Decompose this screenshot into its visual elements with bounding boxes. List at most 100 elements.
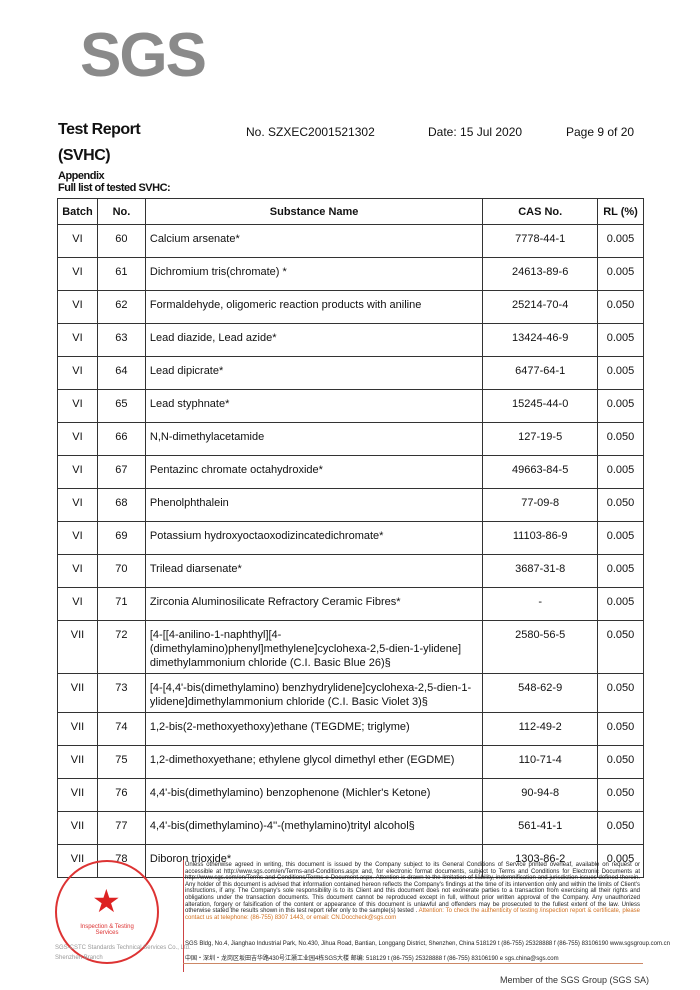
- number-cell: 74: [96, 712, 146, 746]
- cas-number-cell: 49663-84-5: [482, 455, 599, 489]
- rl-cell: 0.005: [597, 356, 644, 390]
- sgs-logo: SGS: [80, 21, 207, 90]
- batch-cell: VI: [57, 224, 98, 258]
- substance-name-cell: 4,4'-bis(dimethylamino)-4''-(methylamino…: [144, 811, 484, 845]
- batch-cell: VII: [57, 712, 98, 746]
- number-cell: 77: [96, 811, 146, 845]
- rl-cell: 0.050: [597, 620, 644, 674]
- substance-name-cell: Formaldehyde, oligomeric reaction produc…: [144, 290, 484, 324]
- table-row: VI 69 Potassium hydroxyoctaoxodizincatedic…: [57, 521, 644, 555]
- cas-number-cell: 7778-44-1: [482, 224, 599, 258]
- number-cell: 69: [96, 521, 146, 555]
- cas-number-cell: 2580-56-5: [482, 620, 599, 674]
- page-number: Page 9 of 20: [566, 125, 635, 139]
- seal-text: Inspection & Testing Services: [80, 924, 134, 936]
- star-icon: ★: [92, 883, 121, 919]
- cas-number-cell: 1303-86-2: [482, 844, 599, 878]
- batch-cell: VI: [57, 455, 98, 489]
- table-row: VII 76 4,4'-bis(dimethylamino) benzophenon…: [57, 778, 644, 812]
- substance-name-cell: Diboron trioxide*: [144, 844, 484, 878]
- column-header: CAS No.: [482, 198, 599, 225]
- substance-name-cell: 4,4'-bis(dimethylamino) benzophenone (Mi…: [144, 778, 484, 812]
- cas-number-cell: 15245-44-0: [482, 389, 599, 423]
- address-english: SGS Bldg, No.4, Jianghao Industrial Park…: [185, 941, 670, 947]
- number-cell: 76: [96, 778, 146, 812]
- rl-cell: 0.050: [597, 422, 644, 456]
- substance-name-cell: Dichromium tris(chromate) *: [144, 257, 484, 291]
- number-cell: 64: [96, 356, 146, 390]
- number-cell: 65: [96, 389, 146, 423]
- report-title: Test Report: [58, 121, 141, 138]
- table-row: VI 71 Zirconia Aluminosilicate Refractory …: [57, 587, 644, 621]
- number-cell: 66: [96, 422, 146, 456]
- authenticity-notice: Attention: To check the authenticity of …: [185, 908, 640, 921]
- cas-number-cell: 25214-70-4: [482, 290, 599, 324]
- number-cell: 63: [96, 323, 146, 357]
- substance-name-cell: [4-[[4-anilino-1-naphthyl][4-(dimethylam…: [144, 620, 484, 674]
- number-cell: 75: [96, 745, 146, 779]
- number-cell: 67: [96, 455, 146, 489]
- table-row: VI 66 N,N-dimethylacetamide 127-19-5 0.050: [57, 422, 644, 456]
- table-row: VI 67 Pentazinc chromate octahydroxide* 496…: [57, 455, 644, 489]
- table-row: VII 73 [4-[4,4'-bis(dimethylamino) benzhyd…: [57, 673, 644, 713]
- table-row: VI 64 Lead dipicrate* 6477-64-1 0.005: [57, 356, 644, 390]
- number-cell: 61: [96, 257, 146, 291]
- cas-number-cell: 561-41-1: [482, 811, 599, 845]
- disclaimer-text: Unless otherwise agreed in writing, this…: [185, 862, 640, 915]
- rl-cell: 0.050: [597, 778, 644, 812]
- table-row: VI 65 Lead styphnate* 15245-44-0 0.005: [57, 389, 644, 423]
- cas-number-cell: 77-09-8: [482, 488, 599, 522]
- inspection-seal: ★ Inspection & Testing Services: [55, 860, 159, 964]
- batch-cell: VI: [57, 422, 98, 456]
- rl-cell: 0.005: [597, 224, 644, 258]
- column-header: Substance Name: [144, 198, 484, 225]
- substance-name-cell: Lead dipicrate*: [144, 356, 484, 390]
- substance-name-cell: Lead styphnate*: [144, 389, 484, 423]
- substance-name-cell: 1,2-bis(2-methoxyethoxy)ethane (TEGDME; …: [144, 712, 484, 746]
- batch-cell: VI: [57, 356, 98, 390]
- table-row: VI 63 Lead diazide, Lead azide* 13424-46-9 0…: [57, 323, 644, 357]
- table-row: VI 62 Formaldehyde, oligomeric reaction pr…: [57, 290, 644, 324]
- report-date: Date: 15 Jul 2020: [428, 125, 523, 139]
- column-header: No.: [96, 198, 146, 225]
- table-header-row: Batch No. Substance Name CAS No. RL (%): [57, 198, 644, 225]
- member-notice: Member of the SGS Group (SGS SA): [500, 975, 650, 985]
- rl-cell: 0.005: [597, 257, 644, 291]
- table-row: VI 70 Trilead diarsenate* 3687-31-8 0.005: [57, 554, 644, 588]
- substance-name-cell: Calcium arsenate*: [144, 224, 484, 258]
- rl-cell: 0.050: [597, 488, 644, 522]
- substance-name-cell: N,N-dimethylacetamide: [144, 422, 484, 456]
- number-cell: 71: [96, 587, 146, 621]
- company-branch: Shenzhen Branch: [55, 955, 103, 961]
- column-header: RL (%): [597, 198, 644, 225]
- rl-cell: 0.005: [597, 521, 644, 555]
- batch-cell: VII: [57, 811, 98, 845]
- list-title: Full list of tested SVHC:: [58, 182, 171, 194]
- number-cell: 70: [96, 554, 146, 588]
- batch-cell: VI: [57, 587, 98, 621]
- cas-number-cell: 6477-64-1: [482, 356, 599, 390]
- rl-cell: 0.050: [597, 811, 644, 845]
- number-cell: 73: [96, 673, 146, 713]
- appendix-label: Appendix: [58, 170, 105, 182]
- address-chinese: 中国・深圳・龙岗区坂田吉华路430号江灏工业园4栋SGS大楼 邮编: 51812…: [185, 956, 559, 962]
- cas-number-cell: 127-19-5: [482, 422, 599, 456]
- substance-name-cell: Phenolphthalein: [144, 488, 484, 522]
- cas-number-cell: 112-49-2: [482, 712, 599, 746]
- substance-name-cell: Lead diazide, Lead azide*: [144, 323, 484, 357]
- number-cell: 60: [96, 224, 146, 258]
- batch-cell: VI: [57, 323, 98, 357]
- disclaimer: Unless otherwise agreed in writing, this…: [185, 862, 640, 921]
- cas-number-cell: 13424-46-9: [482, 323, 599, 357]
- footer-divider: [183, 963, 643, 964]
- table-row: VI 60 Calcium arsenate* 7778-44-1 0.005: [57, 224, 644, 258]
- rl-cell: 0.050: [597, 673, 644, 713]
- table-row: VI 68 Phenolphthalein 77-09-8 0.050: [57, 488, 644, 522]
- table-row: VI 61 Dichromium tris(chromate) * 24613-89-…: [57, 257, 644, 291]
- number-cell: 62: [96, 290, 146, 324]
- batch-cell: VI: [57, 257, 98, 291]
- batch-cell: VII: [57, 620, 98, 674]
- batch-cell: VII: [57, 673, 98, 713]
- company-name: SGS-CSTC Standards Technical Services Co…: [55, 945, 191, 951]
- number-cell: 68: [96, 488, 146, 522]
